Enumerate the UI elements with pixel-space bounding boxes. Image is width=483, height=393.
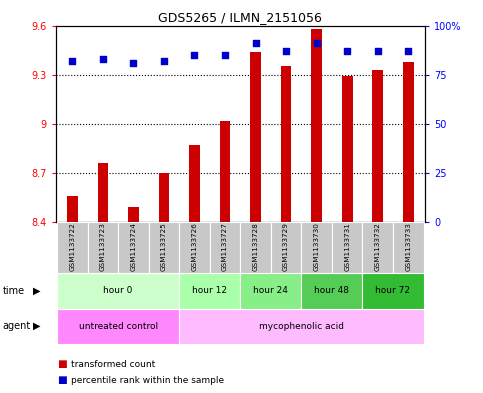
Text: hour 24: hour 24 xyxy=(254,286,288,295)
Bar xyxy=(189,145,200,222)
Bar xyxy=(362,273,424,309)
Bar xyxy=(332,222,362,273)
Text: percentile rank within the sample: percentile rank within the sample xyxy=(71,376,225,384)
Point xyxy=(69,58,76,64)
Text: GSM1133724: GSM1133724 xyxy=(130,222,136,271)
Point xyxy=(129,60,137,66)
Bar xyxy=(98,163,108,222)
Bar xyxy=(393,222,424,273)
Text: hour 12: hour 12 xyxy=(192,286,227,295)
Bar xyxy=(57,273,179,309)
Bar xyxy=(301,222,332,273)
Bar xyxy=(241,222,271,273)
Bar xyxy=(179,309,424,344)
Point xyxy=(160,58,168,64)
Point xyxy=(282,48,290,54)
Text: GSM1133731: GSM1133731 xyxy=(344,222,350,271)
Point xyxy=(252,40,259,46)
Point xyxy=(221,52,229,58)
Bar xyxy=(301,273,362,309)
Text: transformed count: transformed count xyxy=(71,360,156,369)
Text: GSM1133729: GSM1133729 xyxy=(283,222,289,271)
Bar xyxy=(87,222,118,273)
Bar xyxy=(271,222,301,273)
Text: agent: agent xyxy=(2,321,30,331)
Point xyxy=(191,52,199,58)
Text: untreated control: untreated control xyxy=(79,322,158,331)
Text: ■: ■ xyxy=(57,359,67,369)
Point xyxy=(404,48,412,54)
Bar xyxy=(311,29,322,222)
Bar xyxy=(241,273,301,309)
Point xyxy=(374,48,382,54)
Bar xyxy=(362,222,393,273)
Text: GSM1133730: GSM1133730 xyxy=(313,222,320,271)
Text: hour 0: hour 0 xyxy=(103,286,133,295)
Point xyxy=(343,48,351,54)
Text: ▶: ▶ xyxy=(33,286,41,296)
Point xyxy=(313,40,321,46)
Text: GSM1133722: GSM1133722 xyxy=(70,222,75,271)
Bar xyxy=(149,222,179,273)
Text: mycophenolic acid: mycophenolic acid xyxy=(259,322,344,331)
Bar xyxy=(281,66,291,222)
Bar xyxy=(67,196,78,222)
Text: GSM1133733: GSM1133733 xyxy=(405,222,411,271)
Bar xyxy=(179,222,210,273)
Bar xyxy=(342,76,353,222)
Bar xyxy=(179,273,241,309)
Text: GSM1133726: GSM1133726 xyxy=(191,222,198,271)
Text: GSM1133723: GSM1133723 xyxy=(100,222,106,271)
Bar xyxy=(372,70,383,222)
Text: GSM1133727: GSM1133727 xyxy=(222,222,228,271)
Title: GDS5265 / ILMN_2151056: GDS5265 / ILMN_2151056 xyxy=(158,11,322,24)
Text: time: time xyxy=(2,286,25,296)
Text: hour 72: hour 72 xyxy=(375,286,411,295)
Bar xyxy=(128,208,139,222)
Bar xyxy=(403,62,413,222)
Text: ■: ■ xyxy=(57,375,67,385)
Bar xyxy=(220,121,230,222)
Text: ▶: ▶ xyxy=(33,321,41,331)
Point xyxy=(99,56,107,62)
Bar xyxy=(118,222,149,273)
Bar xyxy=(250,52,261,222)
Bar xyxy=(57,222,87,273)
Bar xyxy=(57,309,179,344)
Text: hour 48: hour 48 xyxy=(314,286,349,295)
Text: GSM1133732: GSM1133732 xyxy=(375,222,381,271)
Bar xyxy=(158,173,170,222)
Text: GSM1133728: GSM1133728 xyxy=(253,222,258,271)
Bar xyxy=(210,222,241,273)
Text: GSM1133725: GSM1133725 xyxy=(161,222,167,271)
